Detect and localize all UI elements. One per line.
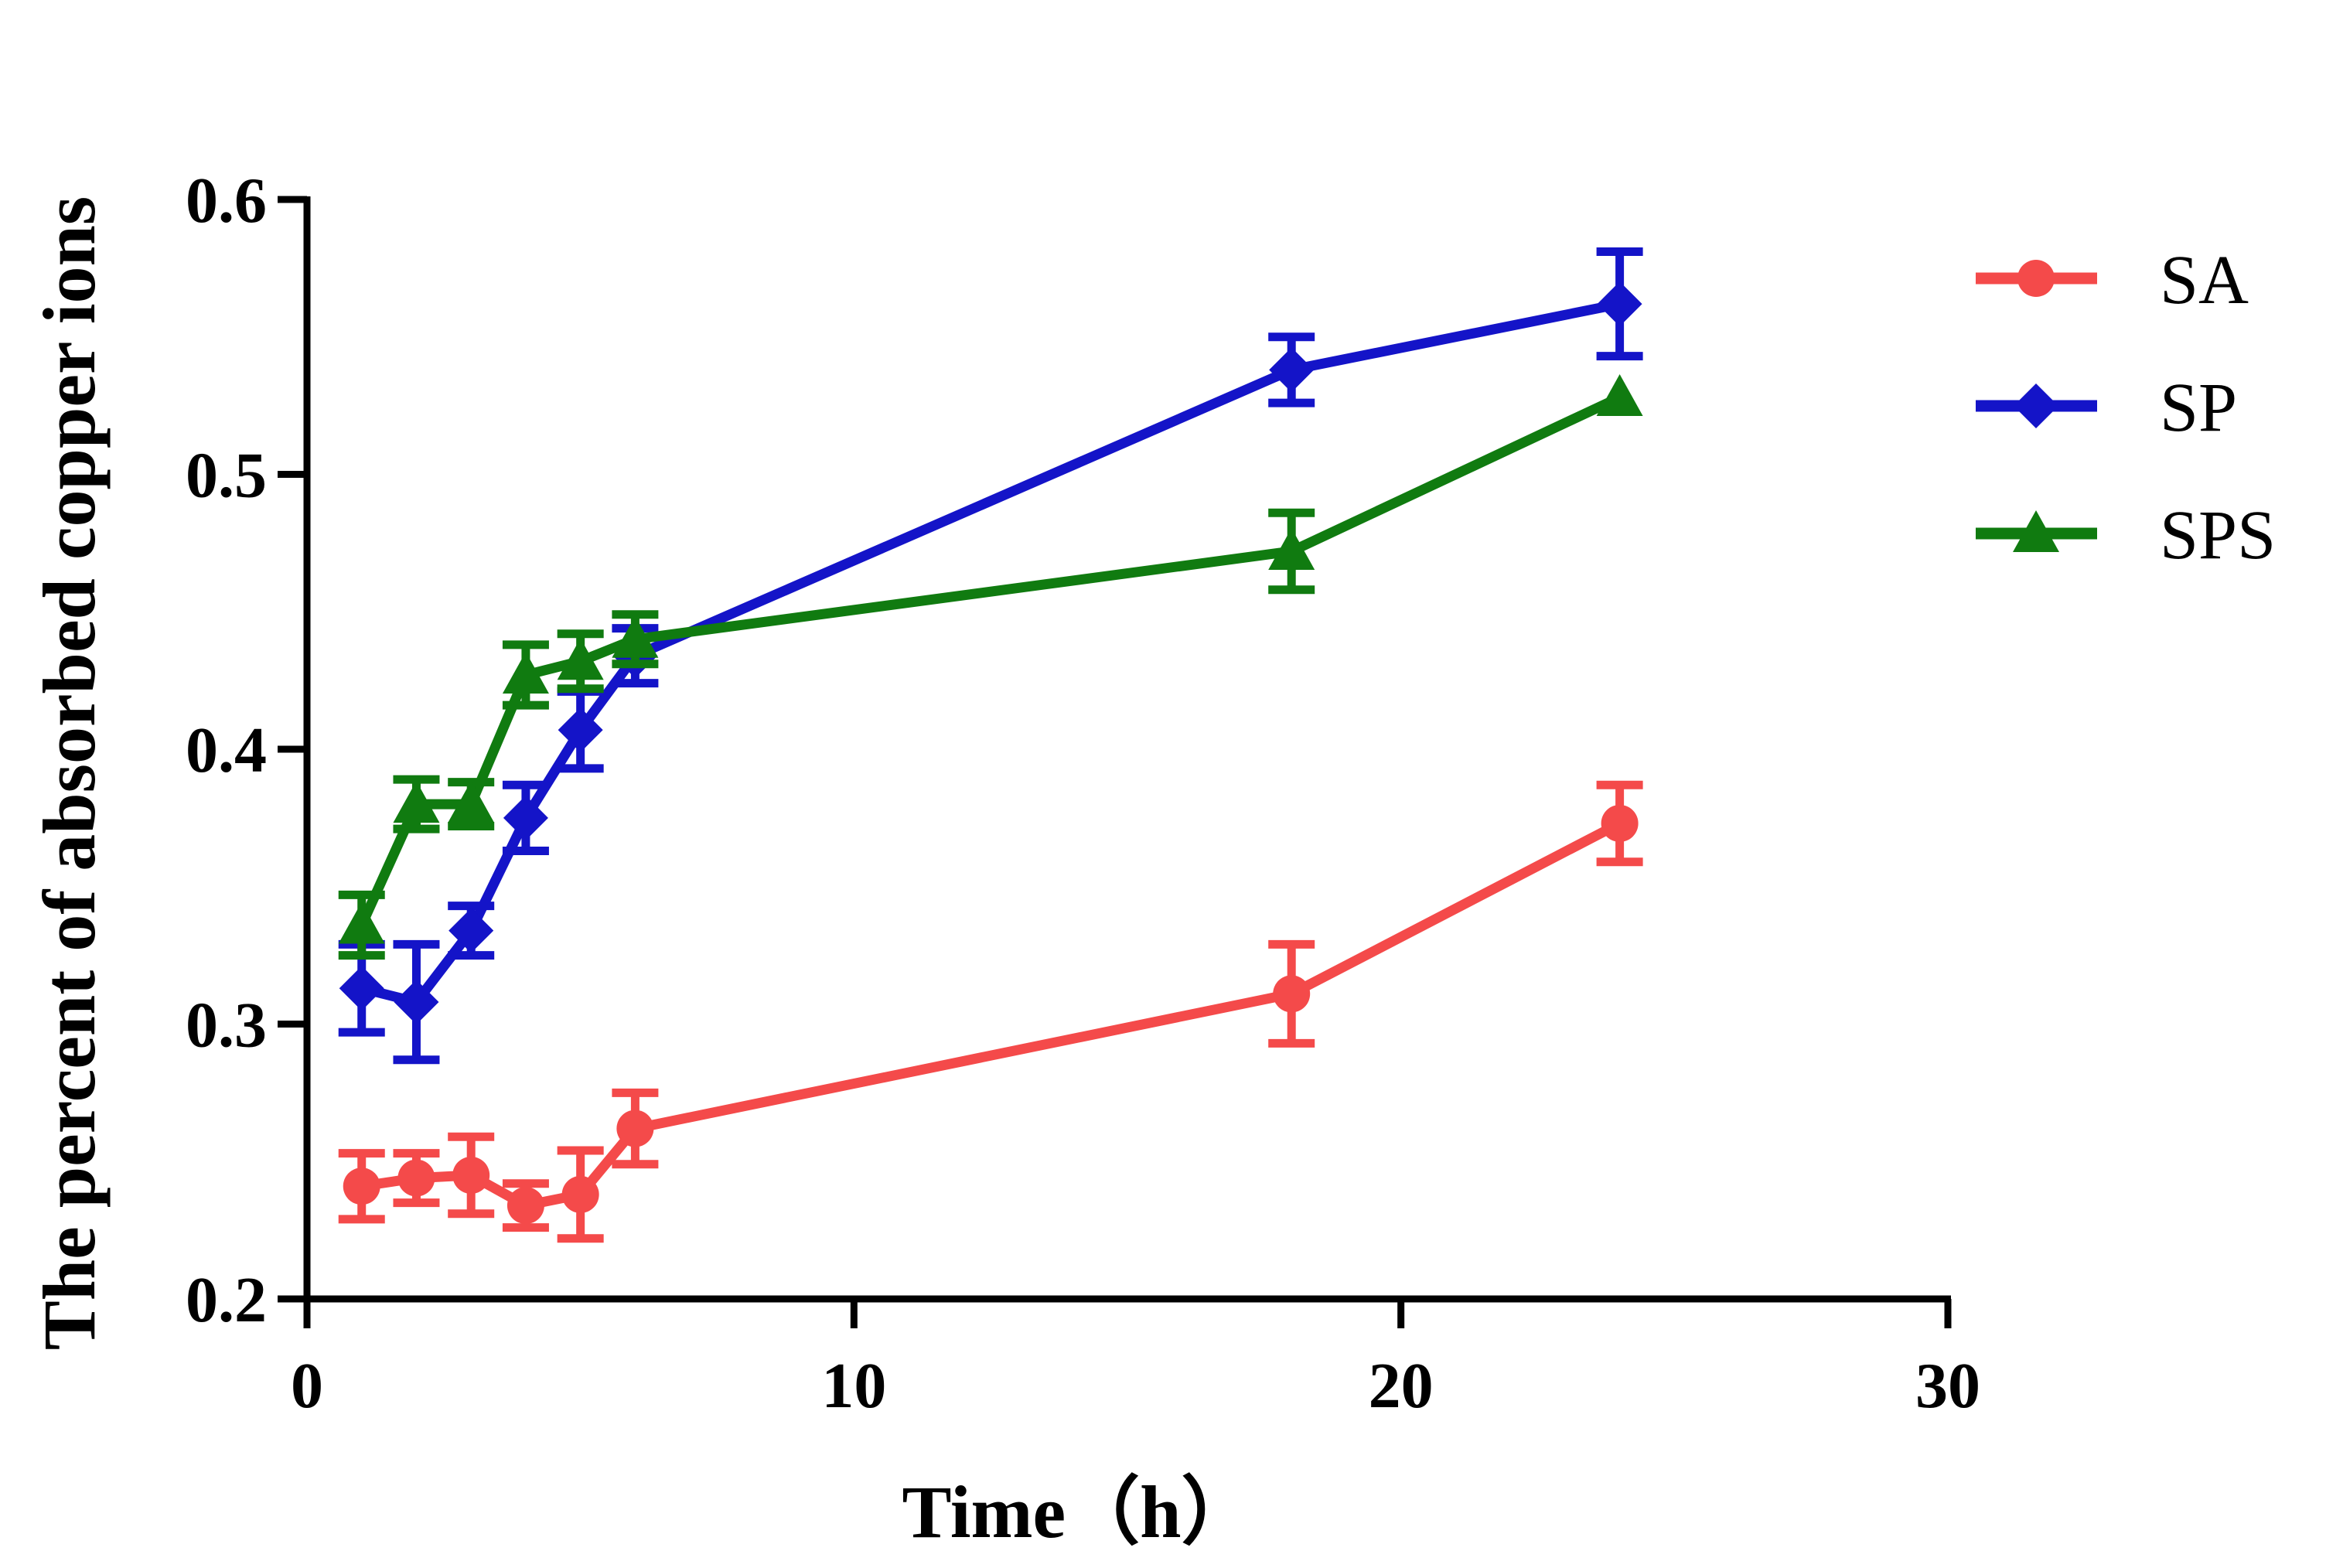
data-point	[1601, 804, 1639, 842]
data-point	[1269, 347, 1315, 393]
data-point	[506, 1187, 544, 1225]
data-point	[1596, 373, 1643, 416]
data-point	[397, 1159, 435, 1197]
data-point	[557, 638, 604, 680]
y-tick-label: 0.3	[186, 990, 267, 1062]
series-sps	[338, 373, 1643, 960]
x-axis-title: Time（h）	[902, 1471, 1256, 1553]
series-sa	[338, 780, 1643, 1243]
series-line	[356, 393, 1622, 928]
legend: SA SP SPS	[1976, 242, 2276, 574]
series-line	[360, 819, 1622, 1211]
legend-entry-sps: SPS	[1976, 497, 2276, 574]
y-tick-label: 0.4	[186, 714, 267, 786]
data-point	[448, 781, 495, 823]
data-point	[343, 1167, 380, 1205]
x-tick-label: 20	[1369, 1350, 1434, 1422]
data-point	[338, 902, 385, 944]
y-tick-label: 0.5	[186, 440, 267, 512]
y-tick-label: 0.6	[186, 165, 267, 237]
data-point	[339, 966, 384, 1011]
plot-series	[338, 247, 1643, 1243]
legend-entry-sa: SA	[1976, 242, 2249, 319]
data-point	[393, 781, 440, 823]
y-axis-title: The percent of absorbed copper ions	[28, 196, 111, 1351]
data-point	[503, 795, 548, 840]
series-line	[360, 298, 1621, 1007]
data-point	[1273, 975, 1311, 1013]
x-tick-label: 0	[291, 1350, 323, 1422]
y-tick-label: 0.2	[186, 1264, 267, 1336]
legend-marker	[2013, 510, 2059, 552]
legend-label: SPS	[2160, 497, 2276, 574]
legend-entry-sp: SP	[1976, 370, 2237, 446]
data-point	[452, 1157, 490, 1195]
axes: 0.2 0.3 0.4 0.5 0.6 0 10 20 30	[186, 165, 1980, 1422]
data-point	[448, 908, 494, 953]
legend-marker	[2017, 260, 2055, 297]
legend-label: SP	[2160, 370, 2237, 446]
legend-label: SA	[2160, 242, 2249, 319]
data-point	[616, 1110, 654, 1147]
data-point	[1597, 281, 1642, 327]
x-tick-label: 30	[1915, 1350, 1980, 1422]
data-point	[1268, 528, 1315, 571]
data-point	[612, 615, 659, 658]
data-point	[502, 652, 549, 694]
x-tick-label: 10	[821, 1350, 886, 1422]
data-point	[558, 707, 603, 753]
legend-marker	[2014, 383, 2058, 428]
data-point	[561, 1175, 599, 1213]
data-point	[394, 980, 439, 1025]
series-sp	[338, 247, 1643, 1065]
